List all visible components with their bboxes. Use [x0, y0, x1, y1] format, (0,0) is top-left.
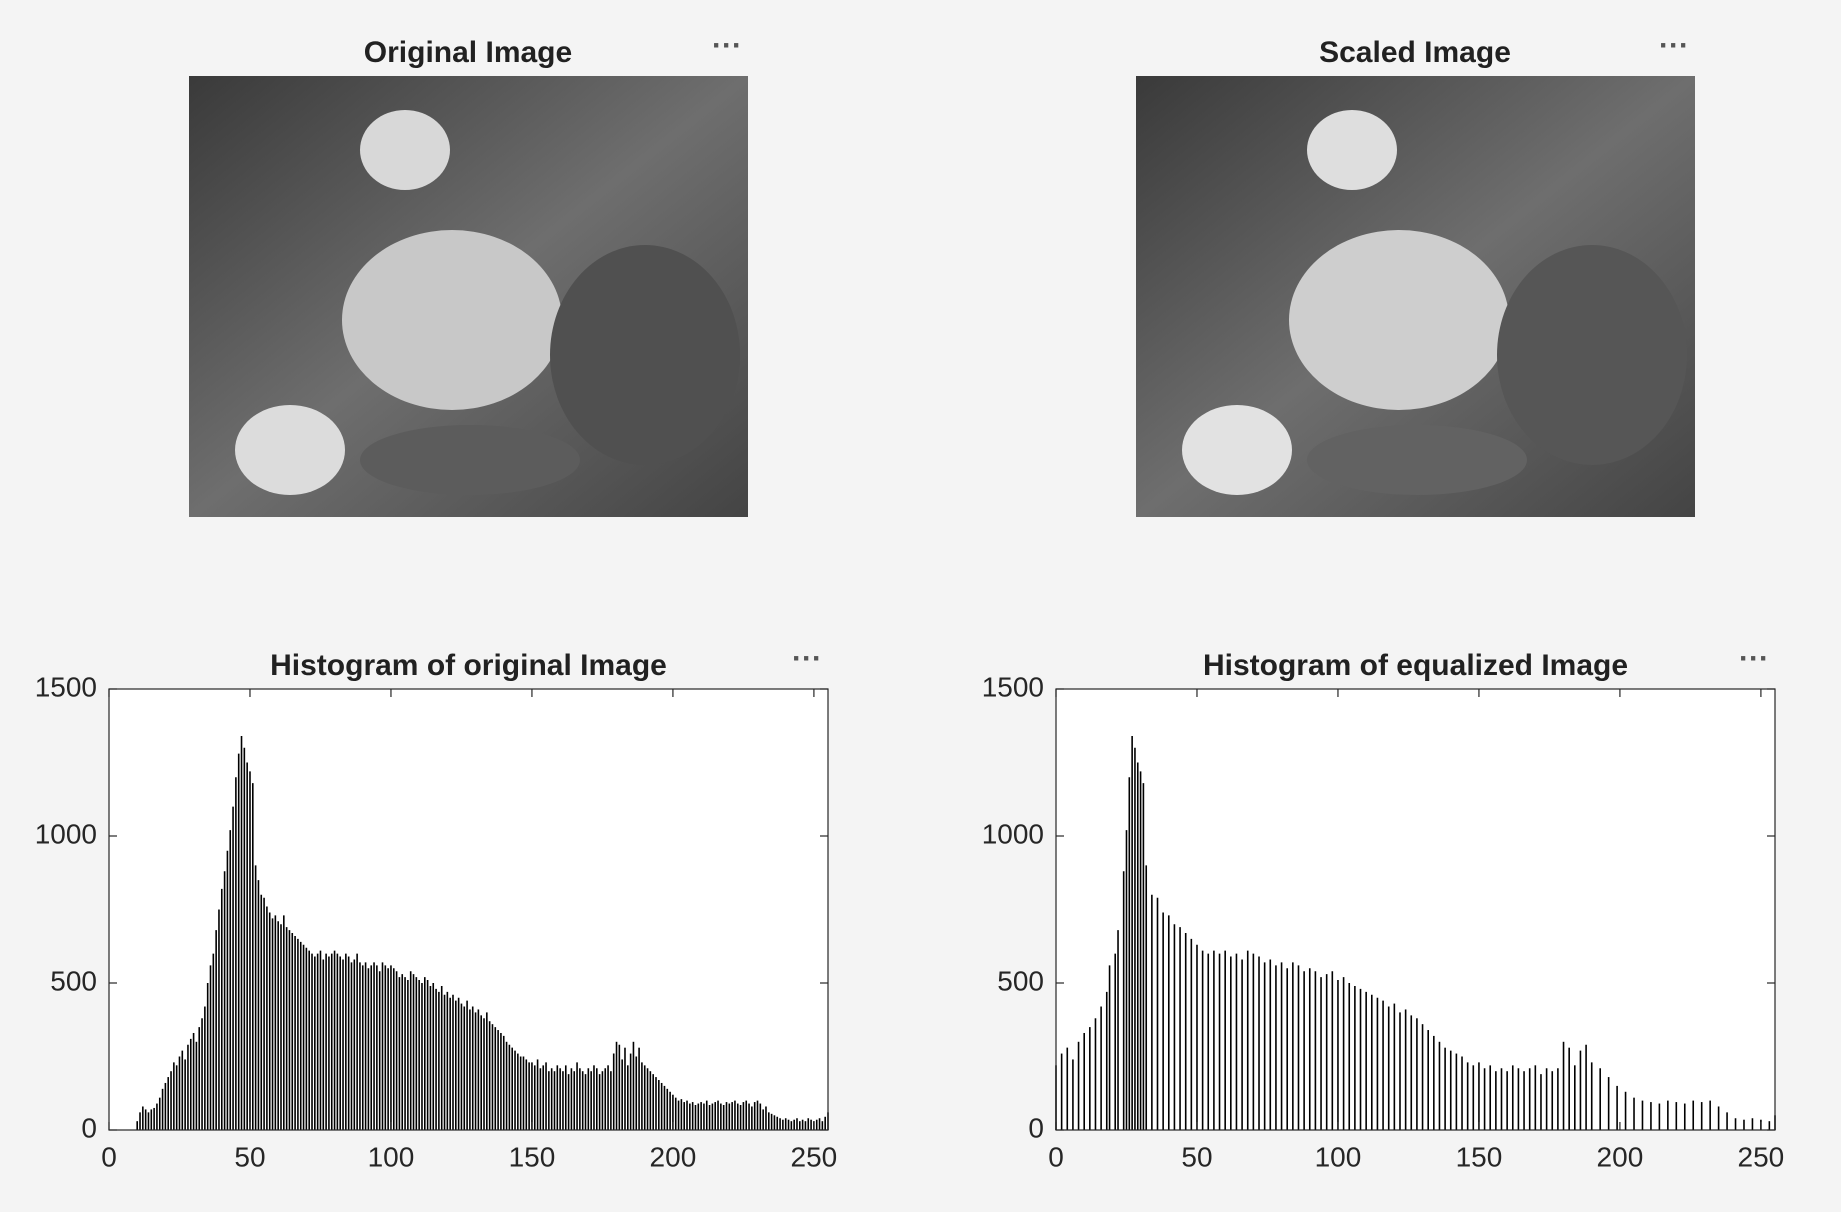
image-shape — [1182, 405, 1292, 495]
image-shape — [550, 245, 740, 465]
axes-menu[interactable]: ··· — [1739, 642, 1769, 675]
image-title: Original Image — [364, 36, 572, 69]
y-tick-label: 0 — [1028, 1112, 1044, 1143]
x-tick-label: 50 — [234, 1141, 265, 1172]
x-tick-label: 200 — [1597, 1141, 1644, 1172]
y-tick-label: 1500 — [35, 671, 97, 702]
y-tick-label: 1000 — [35, 818, 97, 849]
y-tick-label: 500 — [997, 965, 1044, 996]
image-shape — [1289, 230, 1509, 410]
image-panel: Original Image ··· — [189, 29, 748, 517]
y-tick-label: 500 — [50, 965, 97, 996]
x-tick-label: 100 — [368, 1141, 415, 1172]
plot-area — [1056, 689, 1775, 1130]
image-shape — [1307, 425, 1527, 495]
x-tick-label: 200 — [650, 1141, 697, 1172]
chart-title: Histogram of original Image — [270, 649, 667, 682]
chart-title: Histogram of equalized Image — [1203, 649, 1628, 682]
image-panel: Scaled Image ··· — [1136, 29, 1695, 517]
image-shape — [1497, 245, 1687, 465]
axes-menu[interactable]: ··· — [1659, 29, 1689, 62]
image-title: Scaled Image — [1319, 36, 1511, 69]
y-tick-label: 1000 — [982, 818, 1044, 849]
x-tick-label: 250 — [1738, 1141, 1785, 1172]
image-shape — [360, 110, 450, 190]
y-tick-label: 1500 — [982, 671, 1044, 702]
plot-area — [109, 689, 828, 1130]
x-tick-label: 0 — [1048, 1141, 1064, 1172]
x-tick-label: 50 — [1181, 1141, 1212, 1172]
x-tick-label: 150 — [1456, 1141, 1503, 1172]
x-tick-label: 0 — [101, 1141, 117, 1172]
chart: Histogram of equalized Image 0 50 100 150 200… — [982, 649, 1785, 1172]
chart: Histogram of original Image 0 50 100 150 200 2… — [35, 649, 838, 1172]
image-shape — [235, 405, 345, 495]
x-tick-label: 100 — [1315, 1141, 1362, 1172]
axes-box — [1055, 688, 1776, 1131]
axes-menu[interactable]: ··· — [712, 29, 742, 62]
axes-menu[interactable]: ··· — [792, 642, 822, 675]
image-shape — [342, 230, 562, 410]
image-shape — [1307, 110, 1397, 190]
x-tick-label: 250 — [791, 1141, 838, 1172]
y-tick-label: 0 — [81, 1112, 97, 1143]
x-tick-label: 150 — [509, 1141, 556, 1172]
axes-box — [108, 688, 829, 1131]
image-shape — [360, 425, 580, 495]
